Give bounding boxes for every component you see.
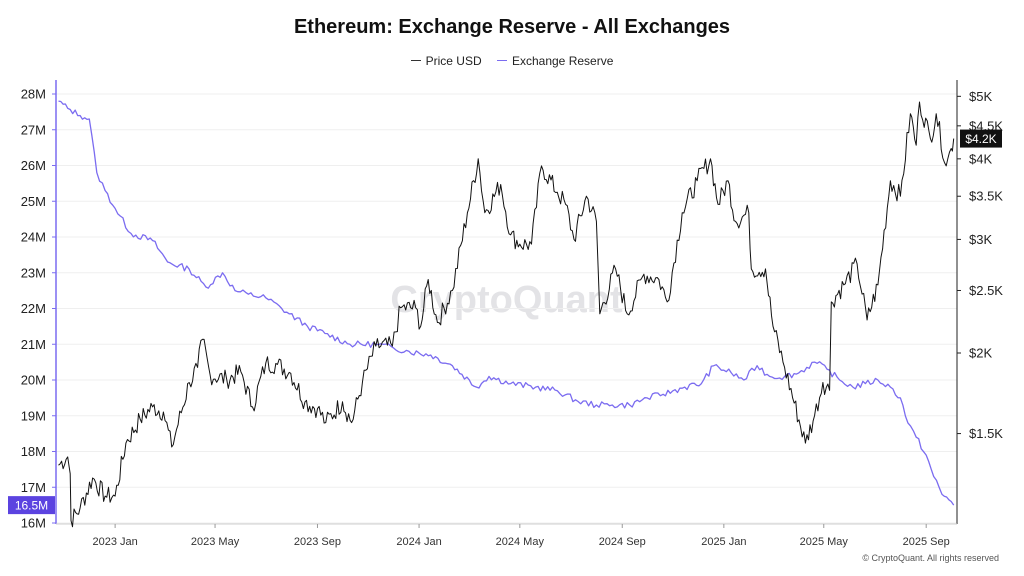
x-tick-label: 2024 Sep [599, 536, 646, 548]
x-tick-label: 2025 Sep [903, 536, 950, 548]
reserve-current-label: 16.5M [15, 499, 48, 513]
x-tick-label: 2023 May [191, 536, 240, 548]
copyright-footer: © CryptoQuant. All rights reserved [862, 553, 999, 563]
x-tick-label: 2023 Sep [294, 536, 341, 548]
legend-item-reserve[interactable]: Exchange Reserve [496, 53, 614, 68]
left-tick-label: 17M [21, 480, 46, 495]
right-tick-label: $2K [969, 345, 992, 360]
right-tick-label: $1.5K [969, 426, 1003, 441]
legend-swatch-price [410, 60, 421, 61]
left-tick-label: 21M [21, 337, 46, 352]
left-tick-label: 28M [21, 87, 46, 102]
right-tick-label: $2.5K [969, 283, 1003, 298]
left-tick-label: 24M [21, 230, 46, 245]
left-tick-label: 18M [21, 444, 46, 459]
left-tick-label: 19M [21, 408, 46, 423]
chart-title: Ethereum: Exchange Reserve - All Exchang… [293, 16, 731, 38]
series-line-price-usd[interactable] [58, 101, 955, 528]
legend-label-price: Price USD [425, 53, 482, 68]
left-tick-label: 25M [21, 194, 46, 209]
price-current-label: $4.2K [965, 132, 996, 146]
series-line-exchange-reserve[interactable] [58, 100, 955, 506]
left-tick-label: 27M [21, 122, 46, 137]
x-tick-label: 2025 May [800, 536, 849, 548]
x-tick-label: 2023 Jan [92, 536, 137, 548]
x-tick-label: 2024 May [496, 536, 545, 548]
chart-legend: Price USD Exchange Reserve [0, 50, 1024, 68]
right-tick-label: $5K [969, 89, 992, 104]
legend-swatch-reserve [496, 60, 507, 61]
left-tick-label: 16M [21, 516, 46, 531]
price-current-badge [960, 129, 1002, 148]
reserve-current-badge [8, 496, 55, 515]
x-tick-label: 2024 Jan [396, 536, 441, 548]
legend-item-price[interactable]: Price USD [410, 53, 482, 68]
watermark-text: CryptoQuant [390, 279, 623, 321]
right-tick-label: $3.5K [969, 189, 1003, 204]
left-tick-label: 26M [21, 158, 46, 173]
right-tick-label: $4K [969, 151, 992, 166]
left-tick-label: 23M [21, 265, 46, 280]
legend-label-reserve: Exchange Reserve [511, 53, 614, 68]
left-tick-label: 22M [21, 301, 46, 316]
x-tick-label: 2025 Jan [701, 536, 746, 548]
right-tick-label: $3K [969, 232, 992, 247]
left-tick-label: 20M [21, 373, 46, 388]
